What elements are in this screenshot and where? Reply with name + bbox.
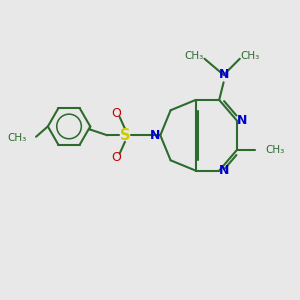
- Text: CH₃: CH₃: [266, 145, 285, 155]
- Text: N: N: [150, 129, 160, 142]
- Text: S: S: [120, 128, 130, 143]
- Text: O: O: [111, 107, 121, 120]
- Text: N: N: [219, 164, 230, 177]
- Text: CH₃: CH₃: [7, 133, 26, 143]
- Text: CH₃: CH₃: [184, 51, 204, 61]
- Text: N: N: [218, 68, 229, 81]
- Text: N: N: [237, 114, 247, 127]
- Text: CH₃: CH₃: [241, 51, 260, 61]
- Text: O: O: [111, 151, 121, 164]
